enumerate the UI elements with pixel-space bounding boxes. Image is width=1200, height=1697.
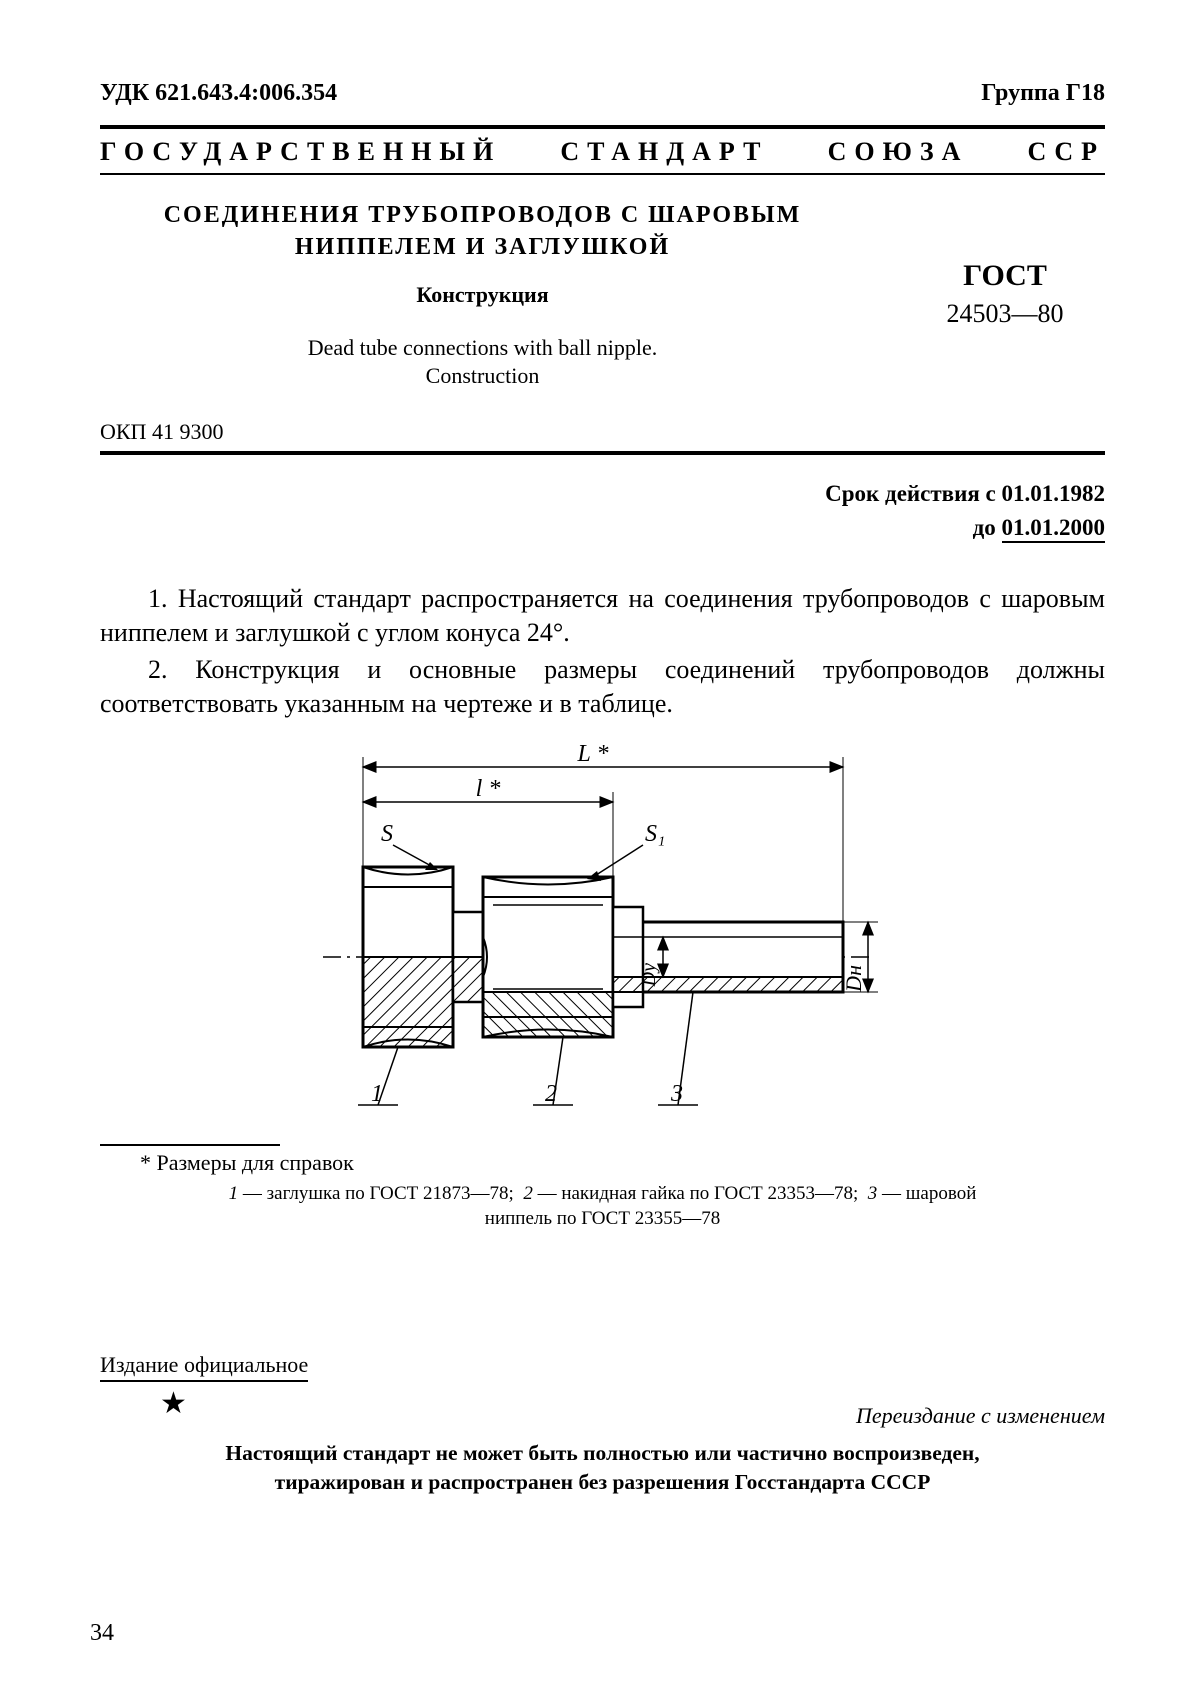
callout-1: 1 — [371, 1081, 383, 1107]
dim-l: l * — [475, 776, 500, 802]
reissue-note: Переиздание с изменением — [100, 1403, 1105, 1429]
footnote-text: * Размеры для справок — [100, 1150, 1105, 1176]
rule-under-okp — [100, 451, 1105, 455]
rule-top — [100, 125, 1105, 129]
subtitle-russian: Конструкция — [100, 282, 865, 308]
state-standard-banner: ГОСУДАРСТВЕННЫЙ СТАНДАРТ СОЮЗА ССР — [100, 137, 1105, 167]
group-code: Группа Г18 — [981, 80, 1105, 107]
dim-S1: S₁ — [645, 821, 665, 847]
udk-code: УДК 621.643.4:006.354 — [100, 80, 337, 107]
dim-S: S — [381, 821, 393, 847]
okp-code: ОКП 41 9300 — [100, 419, 1105, 445]
title-english: Dead tube connections with ball nipple. … — [100, 334, 865, 391]
dim-Dn: Dн — [841, 965, 866, 993]
reproduction-prohibition: Настоящий стандарт не может быть полност… — [100, 1439, 1105, 1497]
gost-label: ГОСТ — [905, 259, 1105, 293]
figure-legend: 1 — заглушка по ГОСТ 21873—78; 2 — накид… — [100, 1182, 1105, 1231]
footnote-rule — [100, 1144, 280, 1146]
page-number: 34 — [90, 1620, 114, 1647]
callout-3: 3 — [670, 1081, 683, 1107]
technical-drawing: L * l * S S₁ Dу Dн 1 — [293, 737, 913, 1127]
validity-dates: Срок действия с 01.01.1982 до 01.01.2000 — [100, 477, 1105, 546]
paragraph-1: 1. Настоящий стандарт распространяется н… — [100, 582, 1105, 651]
paragraph-2: 2. Конструкция и основные размеры соедин… — [100, 653, 1105, 722]
dim-Dy: Dу — [638, 963, 660, 987]
callout-2: 2 — [545, 1081, 557, 1107]
official-edition: Издание официальное — [100, 1352, 308, 1382]
rule-under-banner — [100, 173, 1105, 175]
dim-L: L * — [576, 741, 608, 767]
gost-number: 24503—80 — [905, 299, 1105, 329]
title-russian: СОЕДИНЕНИЯ ТРУБОПРОВОДОВ С ШАРОВЫМ НИППЕ… — [100, 199, 865, 264]
